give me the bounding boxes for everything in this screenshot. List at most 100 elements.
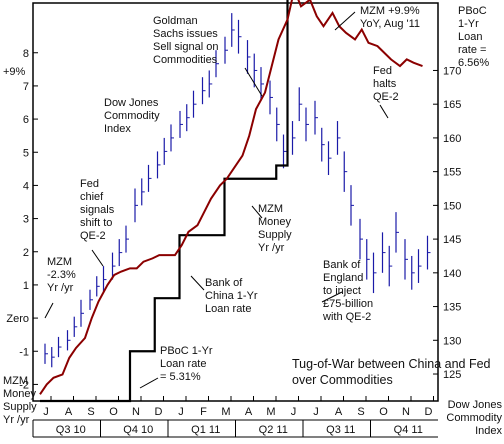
annotation-text: MZM +9.9% bbox=[360, 5, 420, 17]
annotation-text: chief bbox=[80, 191, 104, 203]
mzm-line bbox=[39, 0, 423, 395]
annotation-text: PBoC 1-Yr bbox=[160, 345, 213, 357]
x-month-label: J bbox=[313, 406, 319, 418]
annotation-text: Yr /yr bbox=[47, 282, 74, 294]
annotation-text: YoY, Aug '11 bbox=[360, 18, 420, 30]
annotation-text: with QE-2 bbox=[322, 311, 371, 323]
annotation-text: signals bbox=[80, 204, 115, 216]
left-tick-label: Zero bbox=[6, 313, 29, 325]
annotation-text: Index bbox=[104, 123, 131, 135]
goldman-arrow bbox=[244, 67, 263, 97]
pboc-loan-rate-series bbox=[40, 0, 289, 403]
annotation-text: to inject bbox=[323, 285, 361, 297]
annotation-text: Goldman bbox=[153, 15, 198, 27]
annotation-text: Supply bbox=[258, 229, 292, 241]
annotation-text: Commodity bbox=[104, 110, 160, 122]
x-month-label: S bbox=[357, 406, 364, 418]
right-tick-label: 145 bbox=[443, 234, 461, 246]
plot-frame bbox=[32, 2, 439, 402]
annotation-text: China 1-Yr bbox=[205, 290, 258, 302]
annotation-text: Yr /yr bbox=[258, 242, 285, 254]
right-tick-label: 135 bbox=[443, 302, 461, 314]
quarter-label: Q1 11 bbox=[191, 424, 220, 436]
left-tick-label: 1 bbox=[23, 280, 29, 292]
left-bottom-label-line: Yr /yr bbox=[3, 414, 30, 426]
x-month-label: S bbox=[87, 406, 94, 418]
mzm-series-arrow bbox=[251, 205, 263, 219]
boe-arrow bbox=[321, 291, 343, 303]
x-month-label: J bbox=[43, 406, 49, 418]
pboc-low-arrow bbox=[139, 377, 159, 389]
left-tick-label: 8 bbox=[23, 48, 29, 60]
chart-title-line-2: over Commodities bbox=[292, 373, 393, 387]
right-top-label-line: rate = bbox=[458, 44, 486, 56]
quarter-label: Q3 11 bbox=[326, 424, 355, 436]
left-axis-top-label: +9% bbox=[3, 66, 26, 78]
dow-jones-commodity-index-series bbox=[44, 13, 431, 368]
x-month-label: D bbox=[155, 406, 163, 418]
right-tick-label: 155 bbox=[443, 167, 461, 179]
left-tick-label: 3 bbox=[23, 214, 29, 226]
quarter-label: Q4 11 bbox=[394, 424, 423, 436]
right-tick-label: 160 bbox=[443, 133, 461, 145]
right-tick-label: 125 bbox=[443, 369, 461, 381]
right-tick-label: 130 bbox=[443, 335, 461, 347]
x-month-label: M bbox=[221, 406, 230, 418]
left-tick-label: 5 bbox=[23, 147, 29, 159]
annotation-text: MZM bbox=[47, 256, 72, 268]
annotation-text: Loan rate bbox=[160, 358, 206, 370]
left-bottom-label-line: Money bbox=[3, 388, 37, 400]
annotation-text: -2.3% bbox=[47, 269, 76, 281]
left-tick-label: 4 bbox=[23, 180, 29, 192]
quarter-label: Q3 10 bbox=[56, 424, 86, 436]
mzm-low-arrow bbox=[44, 302, 54, 319]
right-tick-label: 170 bbox=[443, 65, 461, 77]
x-month-label: A bbox=[245, 406, 253, 418]
annotation-text: Commodities bbox=[153, 54, 218, 66]
boc-rate-arrow bbox=[190, 275, 205, 291]
x-month-label: O bbox=[109, 406, 118, 418]
right-top-label-line: 1-Yr bbox=[458, 18, 479, 30]
x-month-label: N bbox=[132, 406, 140, 418]
pboc-step-line bbox=[40, 0, 289, 403]
left-tick-label: -2 bbox=[19, 379, 29, 391]
fed-chief-arrow bbox=[91, 249, 104, 267]
annotation-text: Sell signal on bbox=[153, 41, 218, 53]
right-top-label-line: PBoC bbox=[458, 5, 487, 17]
annotation-text: shift to bbox=[80, 217, 112, 229]
mzm-money-supply-series bbox=[39, 0, 423, 395]
left-axis-ticks: 8 7 6 5 4 3 2 1 Zero -1 -2 bbox=[6, 48, 38, 391]
annotation-text: £75-billion bbox=[323, 298, 373, 310]
quarter-label: Q2 11 bbox=[259, 424, 288, 436]
annotation-text: Money bbox=[258, 216, 292, 228]
annotation-text: MZM bbox=[258, 203, 283, 215]
x-month-label: J bbox=[178, 406, 184, 418]
left-bottom-label-line: MZM bbox=[3, 375, 28, 387]
annotation-text: Fed bbox=[80, 178, 99, 190]
annotation-mzm-peak: MZM +9.9%YoY, Aug '11 bbox=[360, 5, 420, 30]
chart-title-line-1: Tug-of-War between China and Fed bbox=[292, 357, 491, 371]
x-month-label: M bbox=[266, 406, 275, 418]
annotation-text: = 5.31% bbox=[160, 371, 201, 383]
right-bottom-label-line: Index bbox=[475, 425, 502, 437]
right-top-label-line: 6.56% bbox=[458, 57, 489, 69]
left-tick-label: 7 bbox=[23, 81, 29, 93]
right-axis-ticks: 170 165 160 155 150 145 140 135 130 125 bbox=[433, 65, 461, 381]
annotation-text: Bank of bbox=[205, 277, 243, 289]
left-tick-label: 2 bbox=[23, 247, 29, 259]
annotation-text: Fed bbox=[373, 65, 392, 77]
quarter-label: Q4 10 bbox=[123, 424, 153, 436]
right-tick-label: 150 bbox=[443, 200, 461, 212]
x-month-label: O bbox=[379, 406, 388, 418]
